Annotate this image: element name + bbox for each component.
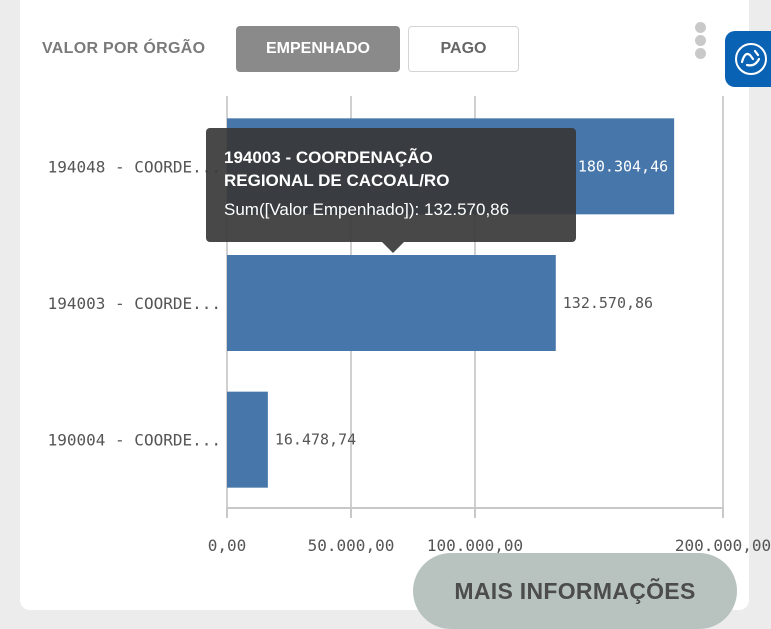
category-label: 194003 - COORDE... <box>48 294 221 313</box>
chart-tooltip: 194003 - COORDENAÇÃO REGIONAL DE CACOAL/… <box>206 128 576 253</box>
value-label: 16.478,74 <box>275 431 356 449</box>
category-label: 190004 - COORDE... <box>48 431 221 450</box>
more-info-button[interactable]: MAIS INFORMAÇÕES <box>413 553 737 629</box>
x-tick-label: 50.000,00 <box>308 536 395 555</box>
sign-language-hands-icon[interactable] <box>725 31 771 87</box>
bar[interactable] <box>227 391 268 488</box>
vertical-dots-icon[interactable] <box>695 22 709 62</box>
tooltip-title: 194003 - COORDENAÇÃO REGIONAL DE CACOAL/… <box>224 148 450 190</box>
x-tick-label: 0,00 <box>208 536 247 555</box>
empenhado-toggle-button[interactable]: EMPENHADO <box>236 26 400 72</box>
value-label: 132.570,86 <box>563 294 653 312</box>
x-tick-label: 100.000,00 <box>427 536 523 555</box>
chart-title: VALOR POR ÓRGÃO <box>42 40 206 57</box>
x-tick-label: 200.000,00 <box>675 536 771 555</box>
tooltip-measure: Sum([Valor Empenhado]): 132.570,86 <box>224 200 510 219</box>
pago-toggle-button[interactable]: PAGO <box>408 26 519 72</box>
bar[interactable] <box>227 255 556 351</box>
value-label: 180.304,46 <box>578 157 668 175</box>
category-label: 194048 - COORDE... <box>48 157 221 176</box>
